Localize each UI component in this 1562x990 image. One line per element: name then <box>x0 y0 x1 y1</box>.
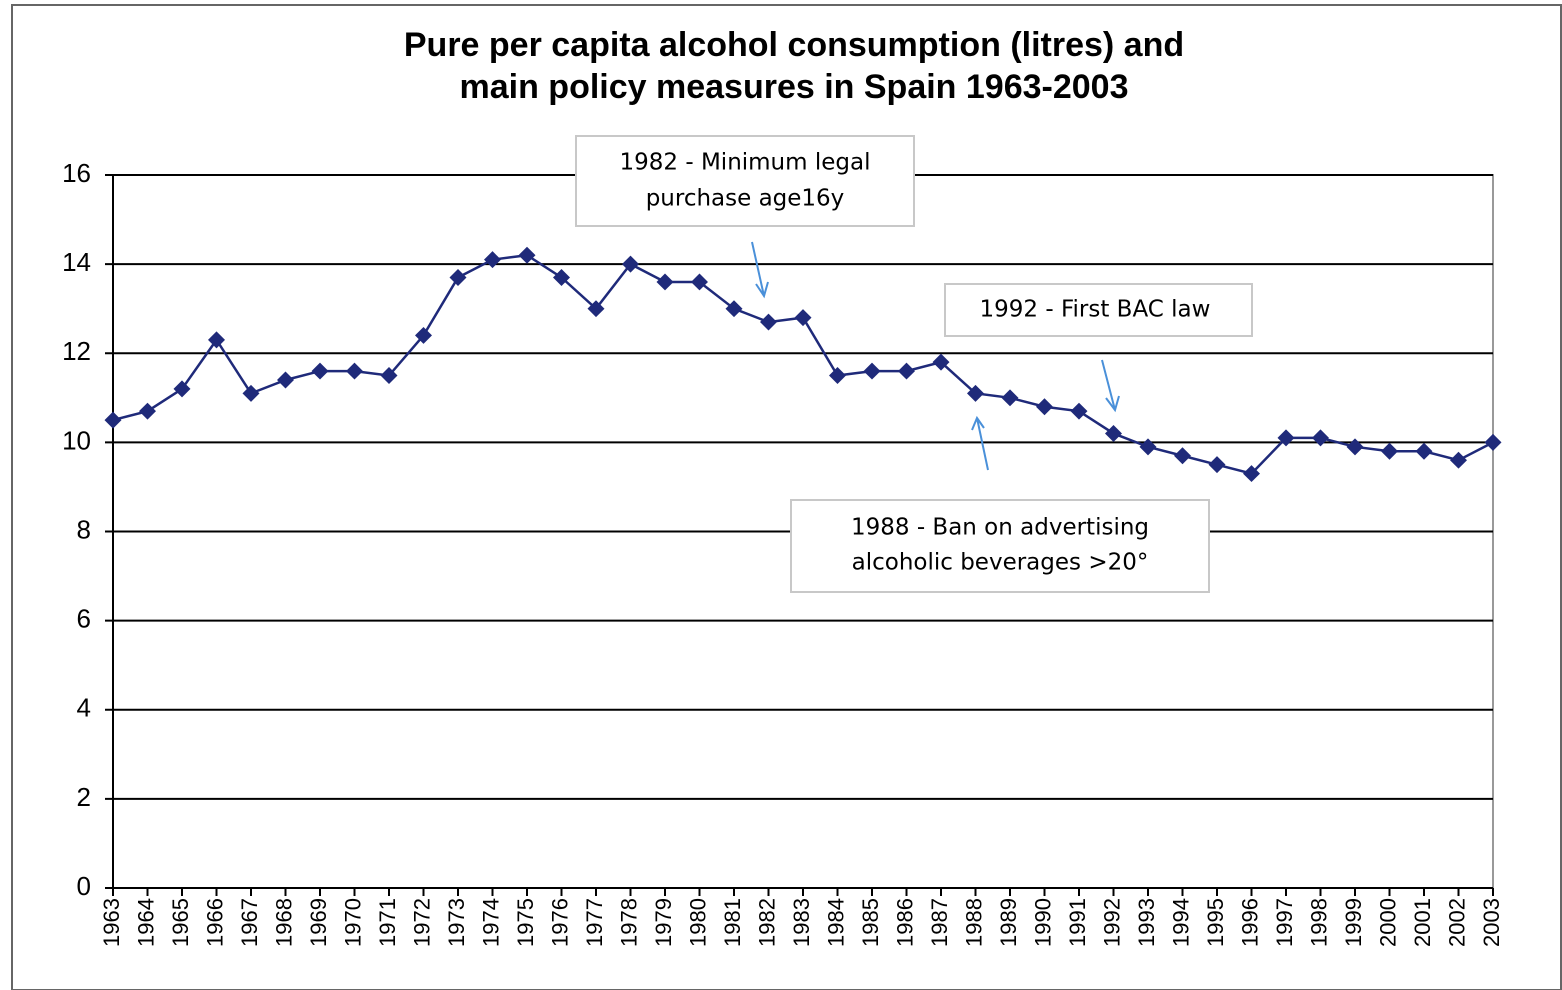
y-tick-label: 12 <box>62 336 91 366</box>
y-tick-label: 8 <box>77 514 91 544</box>
data-point <box>1001 389 1019 407</box>
annotation-box <box>944 283 1253 337</box>
data-point <box>518 246 536 264</box>
chart-title: Pure per capita alcohol consumption (lit… <box>404 26 1184 64</box>
data-point <box>553 269 570 286</box>
x-tick-label: 1978 <box>616 898 641 947</box>
x-tick-label: 1968 <box>271 898 296 947</box>
annotations: 1982 - Minimum legal purchase age16y 199… <box>575 135 1253 593</box>
annotation-box <box>790 499 1210 593</box>
data-point <box>656 273 674 291</box>
y-tick-label: 16 <box>62 158 91 188</box>
x-tick-label: 1995 <box>1203 898 1228 947</box>
y-tick-label: 4 <box>77 693 91 723</box>
data-point <box>449 269 467 286</box>
x-tick-label: 1979 <box>651 898 676 947</box>
x-tick-label: 1984 <box>823 898 848 947</box>
data-point <box>760 313 777 331</box>
data-point <box>794 309 812 327</box>
data-point <box>932 353 950 371</box>
plot-area: 0 2 4 6 8 10 12 14 16 1963 1964 1965 1966 1967 1968 196… <box>62 158 1504 947</box>
x-tick-label: 1975 <box>513 898 538 947</box>
data-point <box>691 273 708 291</box>
y-tick-label: 14 <box>62 247 91 277</box>
data-point <box>415 326 432 344</box>
annotation-text: 1982 - Minimum legal <box>620 150 871 176</box>
x-tick-label: 1973 <box>444 898 469 947</box>
x-tick-label: 1994 <box>1168 898 1193 947</box>
data-point <box>725 300 743 318</box>
data-point <box>587 300 605 318</box>
annotation-text: 1988 - Ban on advertising <box>851 515 1149 541</box>
x-tick-label: 1972 <box>409 898 434 947</box>
x-tick-label: 1964 <box>133 898 158 947</box>
x-tick-label: 1988 <box>961 898 986 947</box>
x-tick-label: 1977 <box>582 898 607 947</box>
data-point <box>208 331 225 349</box>
x-tick-label: 1963 <box>99 898 124 947</box>
annotation-arrow <box>751 241 769 299</box>
data-point <box>346 362 363 380</box>
annotation-text: alcoholic beverages >20° <box>852 550 1149 576</box>
annotation-arrow <box>1101 359 1120 413</box>
data-point <box>139 402 156 420</box>
chart-title: main policy measures in Spain 1963-2003 <box>460 68 1129 106</box>
x-tick-label: 1965 <box>168 898 193 947</box>
y-tick-label: 6 <box>77 604 91 634</box>
data-point <box>863 362 881 380</box>
x-tick-label: 1986 <box>892 898 917 947</box>
x-tick-label: 1990 <box>1030 898 1055 947</box>
x-tick-label: 1969 <box>306 898 331 947</box>
x-tick-label: 1981 <box>720 898 745 947</box>
data-point <box>898 362 915 380</box>
x-tick-label: 1985 <box>858 898 883 947</box>
data-point <box>311 362 329 380</box>
x-tick-label: 1970 <box>340 898 365 947</box>
x-tick-label: 1992 <box>1099 898 1124 947</box>
x-tick-label: 1982 <box>754 898 779 947</box>
x-tick-label: 2003 <box>1479 898 1504 947</box>
x-tick-label: 2000 <box>1375 898 1400 947</box>
x-tick-label: 1999 <box>1341 898 1366 947</box>
x-tick-label: 1976 <box>547 898 572 947</box>
annotation-text: 1992 - First BAC law <box>980 297 1211 323</box>
annotation-text: purchase age16y <box>646 186 845 212</box>
data-point <box>380 367 398 385</box>
data-point <box>242 384 260 402</box>
x-tick-label: 1966 <box>202 898 227 947</box>
x-tick-label: 1998 <box>1306 898 1331 947</box>
x-tick-label: 1967 <box>237 898 262 947</box>
data-point <box>967 384 984 402</box>
data-point <box>484 251 501 269</box>
y-tick-label: 2 <box>77 782 91 812</box>
data-point <box>622 255 639 273</box>
x-tick-label: 1980 <box>685 898 710 947</box>
data-point <box>104 411 122 429</box>
x-tick-label: 1989 <box>996 898 1021 947</box>
x-tick-label: 2001 <box>1410 898 1435 947</box>
x-tick-label: 1991 <box>1065 898 1090 947</box>
x-tick-label: 1996 <box>1237 898 1262 947</box>
data-point <box>829 367 846 385</box>
data-point <box>277 371 294 389</box>
data-point <box>173 380 191 398</box>
x-tick-label: 2002 <box>1444 898 1469 947</box>
x-tick-label: 1987 <box>927 898 952 947</box>
x-tick-label: 1993 <box>1134 898 1159 947</box>
annotation-box <box>575 135 915 227</box>
x-tick-label: 1997 <box>1272 898 1297 947</box>
y-tick-label: 0 <box>77 871 91 901</box>
x-tick-label: 1971 <box>375 898 400 947</box>
x-tick-label: 1983 <box>789 898 814 947</box>
annotation-arrow <box>971 415 989 471</box>
x-tick-label: 1974 <box>478 898 503 947</box>
y-tick-label: 10 <box>62 425 91 455</box>
